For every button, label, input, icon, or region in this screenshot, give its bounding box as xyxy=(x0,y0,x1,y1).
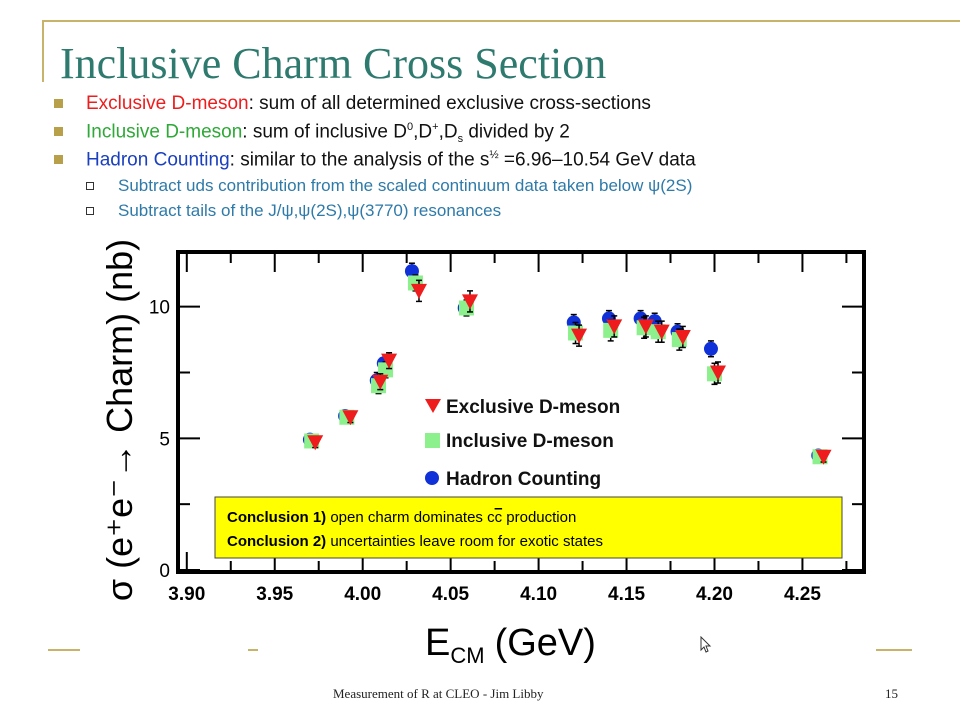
exclusive-dmeson-point xyxy=(461,294,478,310)
exclusive-dmeson-point xyxy=(606,319,623,335)
bullet-hadron: Hadron Counting: similar to the analysis… xyxy=(54,147,954,175)
x-tick-label: 3.95 xyxy=(256,584,293,605)
exclusive-dmeson-point xyxy=(381,353,398,369)
exclusive-dmeson-point xyxy=(307,435,324,451)
footer-page-number: 15 xyxy=(885,686,898,701)
exclusive-dmeson-point xyxy=(410,283,427,299)
x-axis-label: ECM (GeV) xyxy=(425,622,596,668)
bullet-lead: Inclusive D-meson xyxy=(86,121,243,143)
conclusion-1-cbar: c xyxy=(495,509,503,526)
legend-triangle-icon xyxy=(425,399,441,413)
legend-label-exclusive: Exclusive D-meson xyxy=(446,397,620,418)
legend-label-inclusive: Inclusive D-meson xyxy=(446,431,614,452)
exclusive-dmeson-point xyxy=(710,365,727,381)
x-axis-label-sub: CM xyxy=(450,643,484,668)
bullet-sup: + xyxy=(432,121,439,133)
x-tick-label: 4.25 xyxy=(784,584,821,605)
slide-frame-bottom-right xyxy=(876,649,912,651)
exclusive-dmeson-point xyxy=(815,449,832,465)
exclusive-dmeson-point xyxy=(674,329,691,345)
conclusion-box: Conclusion 1) open charm dominates cc pr… xyxy=(214,496,843,559)
x-tick-label: 4.20 xyxy=(696,584,733,605)
y-tick-label: 5 xyxy=(159,429,170,450)
conclusion-background xyxy=(214,496,843,559)
legend: Exclusive D-meson Inclusive D-meson Hadr… xyxy=(425,397,620,490)
x-tick-label: 4.10 xyxy=(520,584,557,605)
mouse-cursor-icon xyxy=(700,636,712,653)
x-tick-label: 4.15 xyxy=(608,584,645,605)
conclusion-1: Conclusion 1) open charm dominates cc pr… xyxy=(227,509,576,526)
bullet-text: ,D xyxy=(438,121,458,143)
bullet-lead: Exclusive D-meson xyxy=(86,93,249,114)
subbullet-text: Subtract tails of the J/ψ,ψ(2S),ψ(3770) … xyxy=(118,201,502,220)
y-tick-label: 0 xyxy=(159,561,170,582)
slide-frame-vertical xyxy=(42,20,44,82)
x-tick-label: 4.00 xyxy=(344,584,381,605)
bullet-square-icon xyxy=(54,99,63,108)
subbullet-1: Subtract uds contribution from the scale… xyxy=(54,175,954,200)
x-tick-label: 4.05 xyxy=(432,584,469,605)
plot-frame xyxy=(176,250,866,574)
exclusive-dmeson-point xyxy=(372,374,389,390)
bullet-lead: Hadron Counting xyxy=(86,149,230,171)
conclusion-2-text: uncertainties leave room for exotic stat… xyxy=(326,533,603,550)
bullet-text: =6.96–10.54 GeV data xyxy=(498,149,696,171)
y-tick-label: 10 xyxy=(149,298,170,319)
conclusion-1-text: open charm dominates c xyxy=(326,509,495,526)
bullet-text: : sum of inclusive D xyxy=(242,121,408,143)
bullet-square-icon xyxy=(54,155,63,164)
slide-frame-horizontal xyxy=(42,20,960,22)
x-tick-labels: 3.90 3.95 4.00 4.05 4.10 4.15 4.20 4.25 xyxy=(168,584,821,605)
exclusive-dmeson-point xyxy=(571,328,588,344)
y-axis-label: σ (e⁺e⁻→ Charm) (nb) xyxy=(99,239,140,601)
slide-frame-bottom-left xyxy=(48,649,80,651)
x-tick-label: 3.90 xyxy=(168,584,205,605)
bullet-text: : similar to the analysis of the s xyxy=(229,149,490,171)
y-tick-labels: 0 5 10 xyxy=(149,298,170,582)
bullet-sup: 0 xyxy=(407,121,414,133)
slide-title: Inclusive Charm Cross Section xyxy=(60,39,607,88)
subbullet-box-icon xyxy=(86,207,94,215)
subbullet-2: Subtract tails of the J/ψ,ψ(2S),ψ(3770) … xyxy=(54,200,954,225)
x-axis-label-e: E xyxy=(425,622,450,664)
conclusion-1-label: Conclusion 1) xyxy=(227,509,326,526)
footer-center: Measurement of R at CLEO - Jim Libby xyxy=(333,686,544,701)
bullet-text: ,D xyxy=(413,121,433,143)
bullet-text: divided by 2 xyxy=(463,121,570,143)
conclusion-1-tail: production xyxy=(502,509,576,526)
exclusive-dmeson-point xyxy=(342,410,359,426)
hadron-counting-point xyxy=(703,341,718,356)
bullet-text: : sum of all determined exclusive cross-… xyxy=(248,93,651,114)
exclusive-dmeson-point xyxy=(637,319,654,335)
subbullet-box-icon xyxy=(86,182,94,190)
conclusion-2-label: Conclusion 2) xyxy=(227,533,326,550)
legend-square-icon xyxy=(425,433,440,448)
exclusive-dmeson-point xyxy=(653,324,670,340)
legend-circle-icon xyxy=(425,471,439,485)
bullet-sub: s xyxy=(457,133,464,146)
bullet-list: Exclusive D-meson: sum of all determined… xyxy=(54,91,954,225)
subbullet-text: Subtract uds contribution from the scale… xyxy=(118,176,693,195)
legend-label-hadron: Hadron Counting xyxy=(446,469,601,490)
data-marks xyxy=(302,262,832,465)
bullet-square-icon xyxy=(54,127,63,136)
bullet-exclusive: Exclusive D-meson: sum of all determined… xyxy=(54,91,954,119)
bullet-inclusive: Inclusive D-meson: sum of inclusive D0,D… xyxy=(54,119,954,147)
x-axis-label-unit: (GeV) xyxy=(495,622,596,664)
bullet-sup: ½ xyxy=(489,149,499,161)
conclusion-2: Conclusion 2) uncertainties leave room f… xyxy=(227,533,603,550)
slide-frame-bottom-mid xyxy=(248,649,258,651)
